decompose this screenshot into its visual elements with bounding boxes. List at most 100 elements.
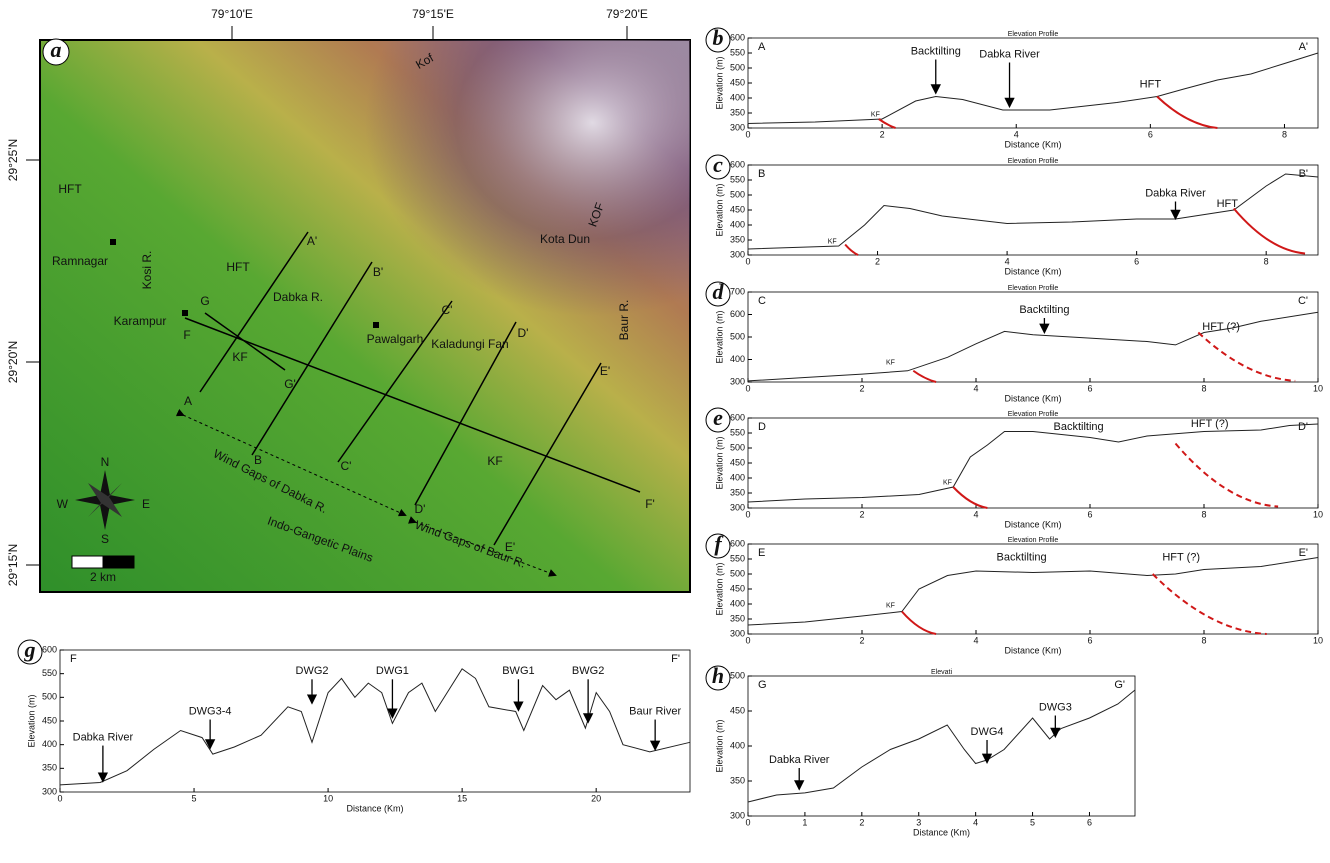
y-tick-label: 450 bbox=[42, 715, 57, 725]
panel-letter: a bbox=[51, 37, 62, 62]
y-tick-label: 700 bbox=[730, 286, 745, 296]
elevation-line bbox=[747, 557, 1319, 626]
corner-label: A' bbox=[1299, 41, 1308, 53]
map-label: KF bbox=[232, 350, 247, 364]
y-tick-label: 300 bbox=[730, 122, 745, 132]
map-label: Kosi R. bbox=[140, 251, 154, 290]
y-axis-label: Elevation (m) bbox=[714, 436, 724, 489]
y-tick-label: 350 bbox=[730, 107, 745, 117]
x-tick-label: 0 bbox=[745, 817, 750, 827]
x-tick-label: 8 bbox=[1264, 256, 1269, 266]
annotation: Dabka River bbox=[769, 754, 830, 766]
corner-label: C bbox=[758, 295, 766, 307]
panel-badge bbox=[705, 665, 731, 691]
annotation: HFT bbox=[1217, 198, 1239, 210]
map-label: Baur R. bbox=[617, 300, 631, 341]
fault-trace bbox=[1151, 573, 1267, 635]
panel-badge bbox=[17, 639, 43, 665]
map-label: D' bbox=[518, 326, 529, 340]
panel-letter: h bbox=[712, 663, 724, 688]
map-label: D' bbox=[415, 502, 426, 516]
y-tick-label: 400 bbox=[730, 354, 745, 364]
annotation: Backtilting bbox=[1019, 304, 1069, 316]
annotation: HFT (?) bbox=[1191, 418, 1229, 430]
annotation: KF bbox=[828, 238, 837, 245]
x-tick-label: 6 bbox=[1087, 635, 1092, 645]
x-tick-label: 2 bbox=[859, 817, 864, 827]
y-tick-label: 500 bbox=[730, 670, 745, 680]
annotation: DWG3 bbox=[1039, 701, 1072, 713]
panel-letter: d bbox=[713, 279, 725, 304]
panel-badge bbox=[705, 154, 731, 180]
y-tick-label: 450 bbox=[730, 583, 745, 593]
y-tick-label: 600 bbox=[730, 159, 745, 169]
corner-label: D bbox=[758, 421, 766, 433]
map-label: F' bbox=[645, 497, 655, 511]
map-label: HFT bbox=[58, 182, 82, 196]
panel-badge bbox=[705, 407, 731, 433]
profile-line bbox=[204, 312, 286, 371]
y-tick-label: 350 bbox=[730, 613, 745, 623]
corner-label: D' bbox=[1298, 421, 1308, 433]
profile-line bbox=[414, 321, 517, 506]
scale-bar bbox=[71, 555, 135, 569]
annotation: Dabka River bbox=[979, 48, 1040, 60]
y-axis-label: Elevation (m) bbox=[714, 562, 724, 615]
fault-trace bbox=[912, 369, 937, 383]
annotation: Backtilting bbox=[997, 551, 1047, 563]
y-tick-label: 600 bbox=[730, 309, 745, 319]
x-tick-label: 6 bbox=[1087, 383, 1092, 393]
x-tick-label: 5 bbox=[1030, 817, 1035, 827]
fault-trace bbox=[901, 610, 937, 635]
map-label: C' bbox=[341, 459, 352, 473]
fault-trace bbox=[1156, 95, 1218, 129]
annotation: Backtilting bbox=[911, 45, 961, 57]
x-tick-label: 3 bbox=[916, 817, 921, 827]
x-tick-label: 6 bbox=[1134, 256, 1139, 266]
profile-line bbox=[493, 362, 602, 546]
plot-frame bbox=[747, 417, 1319, 509]
annotation: Dabka River bbox=[73, 731, 134, 743]
map-label: F bbox=[183, 328, 190, 342]
chart-title: Elevation Profile bbox=[1008, 285, 1059, 292]
y-tick-label: 500 bbox=[730, 62, 745, 72]
y-tick-label: 300 bbox=[730, 810, 745, 820]
fault-trace bbox=[878, 118, 896, 129]
annotation: HFT bbox=[1140, 78, 1162, 90]
annotation: Dabka River bbox=[1145, 187, 1206, 199]
elevation-line bbox=[747, 52, 1319, 124]
x-tick-label: 0 bbox=[745, 129, 750, 139]
corner-label: G bbox=[758, 679, 767, 691]
y-tick-label: 300 bbox=[730, 502, 745, 512]
y-tick-label: 300 bbox=[42, 786, 57, 796]
x-tick-label: 0 bbox=[745, 509, 750, 519]
compass-label: E bbox=[142, 497, 150, 511]
y-tick-label: 300 bbox=[730, 376, 745, 386]
x-axis-label: Distance (Km) bbox=[1004, 266, 1061, 276]
map-label: B bbox=[254, 453, 262, 467]
corner-label: C' bbox=[1298, 295, 1308, 307]
y-tick-label: 350 bbox=[730, 487, 745, 497]
x-tick-label: 2 bbox=[875, 256, 880, 266]
panel-letter: e bbox=[713, 405, 723, 430]
fault-trace bbox=[844, 243, 859, 256]
panel-badge bbox=[42, 38, 70, 66]
x-tick-label: 0 bbox=[745, 256, 750, 266]
y-tick-label: 350 bbox=[730, 775, 745, 785]
profile-line bbox=[199, 231, 309, 393]
y-tick-label: 400 bbox=[730, 740, 745, 750]
x-tick-label: 6 bbox=[1087, 509, 1092, 519]
x-axis-label: Distance (Km) bbox=[913, 827, 970, 837]
fault-trace bbox=[1197, 331, 1296, 382]
scale-label: 2 km bbox=[90, 570, 116, 584]
corner-label: B' bbox=[1299, 168, 1308, 180]
annotation: KF bbox=[871, 111, 880, 118]
x-tick-label: 4 bbox=[973, 635, 978, 645]
x-tick-label: 2 bbox=[880, 129, 885, 139]
corner-label: E' bbox=[1299, 547, 1308, 559]
y-axis-label: Elevation (m) bbox=[714, 56, 724, 109]
corner-label: B bbox=[758, 168, 765, 180]
map-label: Pawalgarh bbox=[367, 332, 424, 346]
